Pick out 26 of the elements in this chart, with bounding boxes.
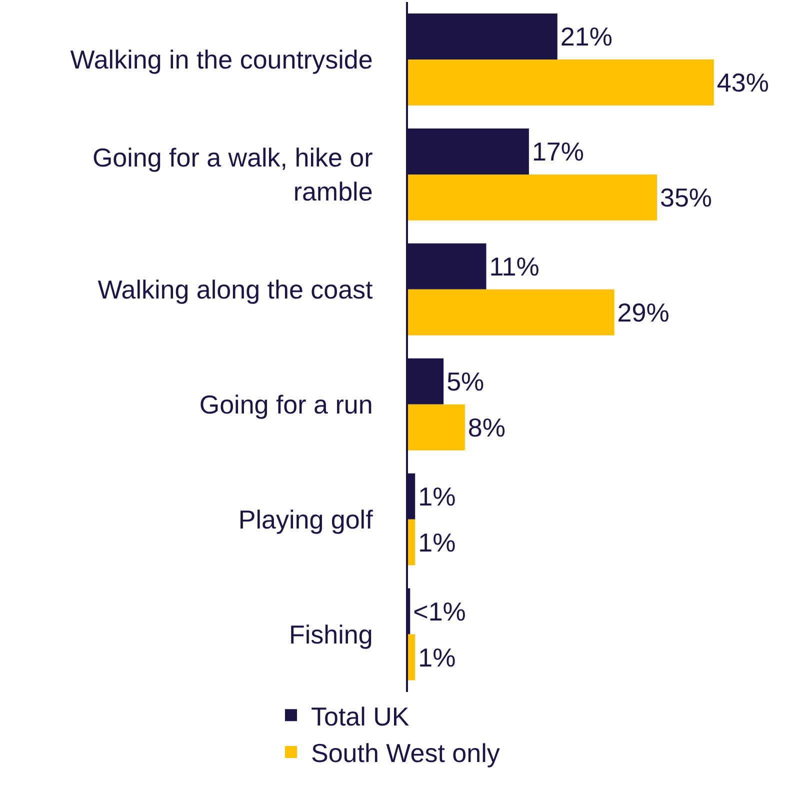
bar: [408, 404, 465, 450]
legend-label: Total UK: [311, 701, 410, 732]
data-label: 35%: [660, 182, 712, 212]
data-label: <1%: [413, 596, 466, 626]
y-tick-label: Walking along the coast: [98, 274, 374, 304]
legend-label: South West only: [311, 738, 500, 768]
data-label: 1%: [418, 481, 456, 512]
data-label: 1%: [418, 527, 456, 558]
bar: [408, 174, 657, 220]
bar: [408, 289, 614, 336]
data-label: 21%: [560, 21, 612, 52]
data-label: 1%: [418, 642, 456, 672]
data-label: 5%: [446, 366, 484, 396]
y-tick-label: Going for a walk, hike or ramble: [92, 142, 374, 206]
bar: [408, 519, 416, 566]
data-label: 17%: [532, 136, 584, 166]
data-label: 11%: [489, 251, 540, 282]
y-tick-label: Playing golf: [238, 504, 374, 534]
data-label: 29%: [617, 297, 670, 328]
y-tick-label: Fishing: [288, 619, 373, 650]
y-tick-label: Walking in the countryside: [70, 44, 373, 75]
data-label: 43%: [716, 67, 769, 98]
y-tick-label: Going for a run: [199, 389, 373, 420]
bar: [408, 634, 416, 680]
data-label: 8%: [468, 412, 506, 442]
bar: [408, 59, 714, 106]
